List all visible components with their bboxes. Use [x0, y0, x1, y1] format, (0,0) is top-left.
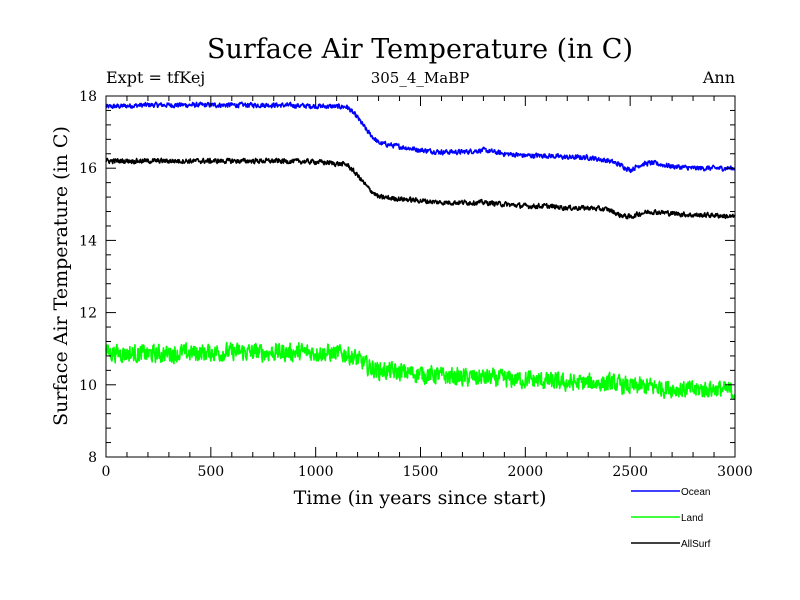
x-tick-label: 500	[197, 464, 224, 480]
y-tick-label: 8	[88, 450, 97, 466]
y-tick-label: 18	[79, 89, 97, 105]
season-label: Ann	[702, 68, 735, 87]
series-layer	[105, 101, 736, 401]
series-line-land	[105, 341, 736, 401]
axis-layer: 0 500 1000 1500 2000 2500 3000 8 10 12 14 16 18	[79, 89, 753, 480]
y-axis-label: Surface Air Temperature (in C)	[50, 126, 72, 426]
y-tick-label: 14	[79, 233, 97, 249]
chart-title: Surface Air Temperature (in C)	[207, 34, 633, 65]
x-tick-label: 3000	[717, 464, 753, 480]
y-tick-label: 12	[79, 306, 97, 322]
x-tick-label: 0	[102, 464, 111, 480]
y-tick-label: 10	[79, 378, 97, 394]
x-tick-label: 2500	[612, 464, 648, 480]
x-axis-label: Time (in years since start)	[294, 487, 547, 509]
x-tick-label: 2000	[508, 464, 544, 480]
legend: Ocean Land AllSurf	[631, 487, 711, 550]
legend-label-allsurf: AllSurf	[681, 539, 711, 550]
y-tick-label: 16	[79, 161, 97, 177]
experiment-label: Expt = tfKej	[106, 68, 205, 87]
x-tick-label: 1500	[403, 464, 439, 480]
legend-label-ocean: Ocean	[681, 487, 710, 498]
x-tick-label: 1000	[298, 464, 334, 480]
chart-subtitle: 305_4_MaBP	[371, 69, 470, 87]
series-line-allsurf	[105, 157, 736, 220]
legend-label-land: Land	[681, 513, 703, 524]
